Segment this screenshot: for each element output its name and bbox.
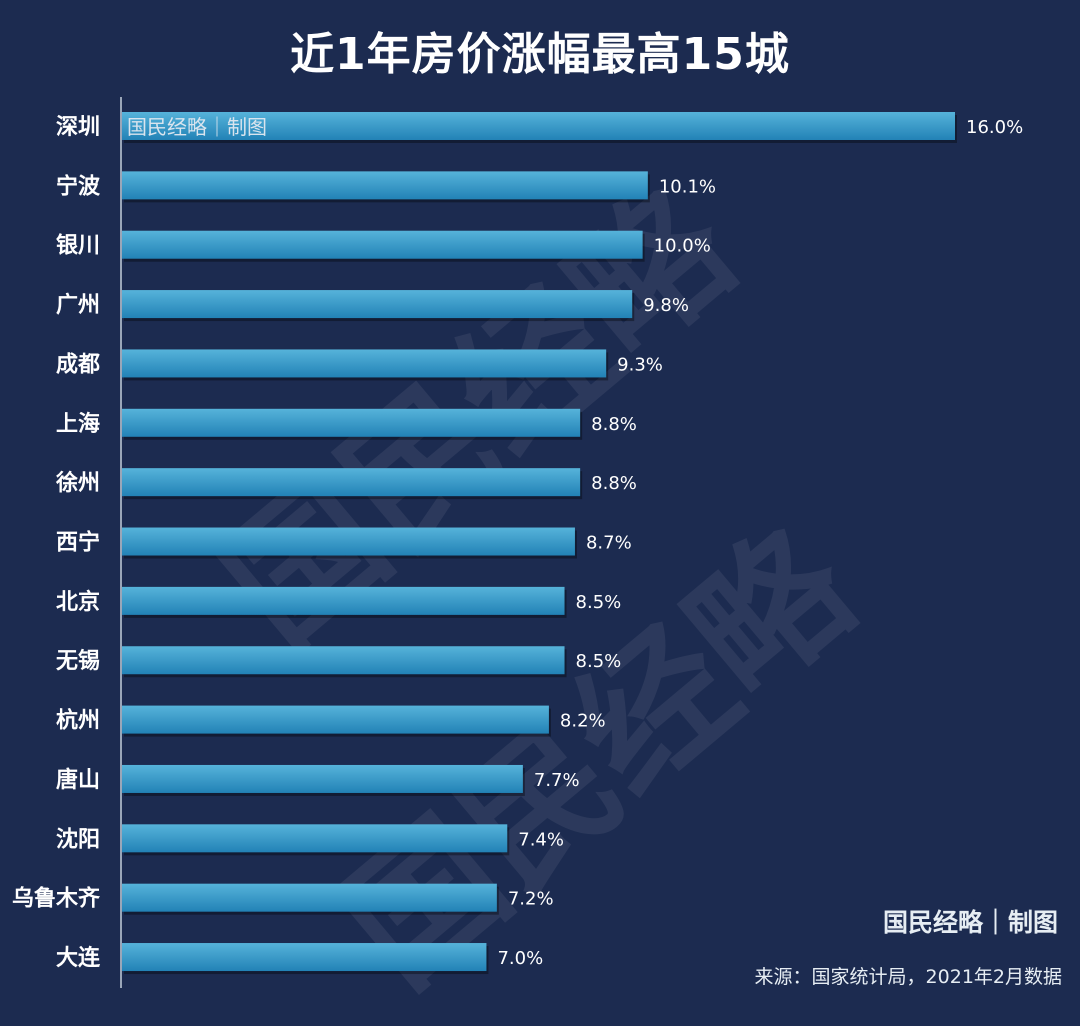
bar: [122, 171, 648, 200]
bar: [122, 230, 643, 259]
category-label: 乌鲁木齐: [12, 886, 101, 912]
category-label: 杭州: [56, 708, 100, 734]
category-label: 广州: [56, 292, 100, 318]
credit: 国民经略｜制图: [882, 908, 1058, 937]
bar: [122, 349, 607, 378]
bar: [122, 527, 575, 556]
bar: [122, 943, 487, 972]
category-label: 唐山: [56, 767, 100, 793]
value-label: 7.2%: [508, 889, 554, 910]
bar: [122, 290, 633, 319]
value-label: 9.8%: [643, 295, 689, 316]
bar: [122, 586, 565, 615]
category-label: 成都: [56, 352, 100, 377]
value-label: 8.7%: [586, 533, 632, 554]
category-label: 无锡: [56, 649, 100, 674]
category-label: 深圳: [56, 115, 100, 140]
bar: [122, 824, 508, 853]
value-label: 7.4%: [518, 829, 564, 850]
value-label: 8.2%: [560, 711, 606, 732]
bar: [122, 883, 497, 912]
category-label: 上海: [56, 411, 100, 437]
chart-title: 近1年房价涨幅最高15城: [290, 29, 790, 80]
value-label: 8.5%: [576, 651, 622, 672]
value-label: 16.0%: [966, 117, 1023, 138]
value-label: 8.5%: [576, 592, 622, 613]
value-label: 7.7%: [534, 770, 580, 791]
bar: [122, 112, 955, 140]
value-label: 9.3%: [617, 354, 663, 375]
value-label: 8.8%: [591, 473, 637, 494]
bar: [122, 468, 581, 497]
bar: [122, 764, 523, 793]
source-note: 来源：国家统计局，2021年2月数据: [754, 966, 1062, 988]
category-label: 银川: [56, 234, 100, 259]
bar: [122, 646, 565, 675]
value-label: 10.0%: [654, 236, 711, 257]
category-label: 宁波: [56, 173, 101, 199]
category-label: 徐州: [55, 470, 100, 496]
value-label: 7.0%: [497, 948, 543, 969]
category-label: 大连: [56, 945, 101, 971]
bar-credit: 国民经略｜制图: [127, 115, 267, 139]
category-label: 北京: [56, 589, 100, 615]
value-label: 10.1%: [659, 176, 716, 197]
bar: [122, 705, 549, 734]
value-label: 8.8%: [591, 414, 637, 435]
category-label: 西宁: [56, 530, 100, 556]
category-label: 沈阳: [56, 827, 100, 852]
bar: [122, 408, 581, 437]
